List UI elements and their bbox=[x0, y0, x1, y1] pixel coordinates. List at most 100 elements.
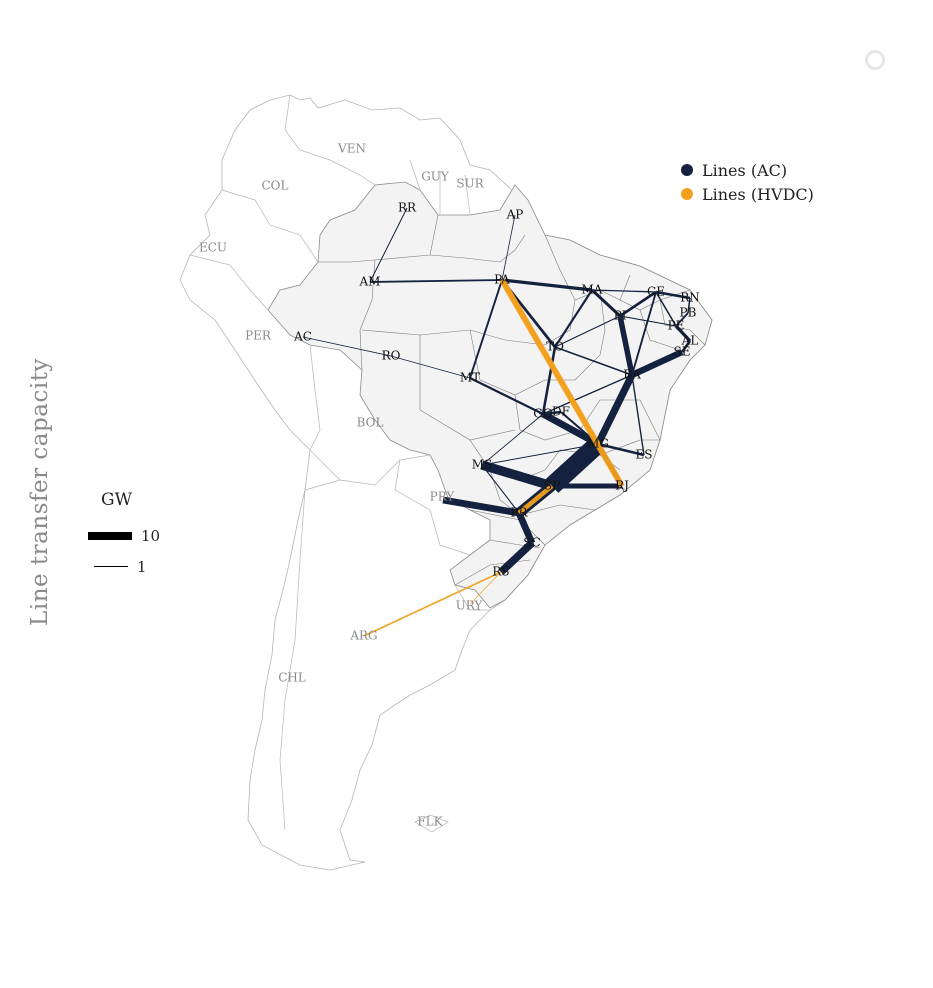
ac-line-ce-rn bbox=[655, 290, 691, 300]
node-label-rn: RN bbox=[680, 291, 700, 305]
ac-line-pb-pe bbox=[675, 312, 689, 327]
ac-line-ma-pi bbox=[590, 288, 622, 318]
node-label-pi: PI bbox=[614, 309, 627, 323]
legend-label-hvdc: Lines (HVDC) bbox=[702, 184, 814, 204]
hvdc-line-pa-mg bbox=[500, 279, 600, 445]
node-label-ba: BA bbox=[623, 368, 641, 382]
node-label-df: DF bbox=[552, 405, 570, 419]
node-label-rr: RR bbox=[398, 201, 417, 215]
color-legend: Lines (AC) Lines (HVDC) bbox=[676, 158, 814, 206]
country-label-ury: URY bbox=[456, 599, 484, 613]
legend-entry-ac: Lines (AC) bbox=[676, 158, 814, 182]
node-label-ac: AC bbox=[293, 330, 312, 344]
legend-entry-hvdc: Lines (HVDC) bbox=[676, 182, 814, 206]
node-label-go: GO bbox=[533, 407, 553, 421]
ac-line-to-go bbox=[541, 346, 557, 415]
hvdc-line-pr-sp bbox=[517, 484, 554, 515]
circle-outline-icon bbox=[865, 50, 885, 70]
width-legend-label-1: 1 bbox=[137, 557, 147, 576]
ac-line-pr-sc bbox=[515, 511, 536, 545]
ac-line-ce-ba bbox=[631, 291, 657, 376]
country-borders bbox=[189, 94, 490, 833]
node-label-mt: MT bbox=[460, 371, 480, 385]
ac-line-ap-pa bbox=[501, 214, 516, 281]
node-label-pa: PA bbox=[494, 273, 510, 287]
ac-line-se-ba bbox=[630, 349, 684, 378]
country-label-bol: BOL bbox=[357, 416, 384, 430]
country-label-pry: PRY bbox=[430, 490, 456, 504]
ac-line-am-pa bbox=[369, 279, 503, 283]
node-label-ap: AP bbox=[506, 208, 524, 222]
ac-line-ma-to bbox=[554, 289, 593, 348]
node-label-ma: MA bbox=[582, 283, 603, 297]
ac-line-ms-pr bbox=[481, 464, 520, 514]
ac-line-ce-pe bbox=[655, 291, 677, 327]
hvdc-dot-icon bbox=[681, 188, 693, 200]
ac-dot-icon bbox=[681, 164, 693, 176]
country-label-col: COL bbox=[262, 179, 289, 193]
map-title: Line transfer capacity bbox=[27, 358, 53, 626]
width-legend-label-10: 10 bbox=[141, 526, 161, 545]
country-label-flk: FLK bbox=[417, 815, 443, 829]
node-label-es: ES bbox=[636, 448, 653, 462]
ac-line-mg-es bbox=[597, 442, 645, 457]
node-label-sc: SC bbox=[523, 536, 540, 550]
node-label-al: AL bbox=[681, 334, 699, 348]
node-label-ms: MS bbox=[472, 458, 493, 472]
ac-line-mt-go bbox=[469, 377, 544, 415]
country-label-chl: CHL bbox=[278, 671, 306, 685]
width-legend-entry-1: 1 bbox=[88, 551, 160, 582]
node-label-to: TO bbox=[546, 340, 564, 354]
width-bar-10 bbox=[88, 531, 132, 540]
node-label-rs: RS bbox=[492, 565, 509, 579]
width-legend-entry-10: 10 bbox=[88, 520, 160, 551]
ac-line-sc-rs bbox=[498, 540, 535, 575]
country-labels-layer: VEN GUY SUR COL ECU PER BOL PRY URY ARG CHL FLK bbox=[199, 142, 485, 829]
ac-line-ac-ro bbox=[302, 336, 392, 357]
brazil-shape bbox=[267, 181, 713, 609]
ac-line-ma-ce bbox=[591, 289, 657, 293]
ac-line-go-ms bbox=[481, 413, 544, 466]
ac-line-ro-mt bbox=[390, 355, 471, 379]
ac-line-go-mg bbox=[541, 411, 600, 447]
country-label-ecu: ECU bbox=[199, 241, 227, 255]
ac-line-rn-pb bbox=[687, 297, 691, 314]
ac-line-pry-pr bbox=[442, 496, 520, 517]
land-layer bbox=[179, 94, 713, 871]
width-legend-unit: GW bbox=[101, 490, 133, 510]
node-label-pe: PE bbox=[668, 319, 685, 333]
node-label-sp: SP bbox=[544, 479, 560, 493]
node-label-ce: CE bbox=[647, 285, 665, 299]
ac-line-pa-ma bbox=[501, 278, 593, 292]
country-label-arg: ARG bbox=[349, 629, 377, 643]
ac-line-rr-am bbox=[369, 207, 408, 283]
node-label-pr: PR bbox=[510, 506, 528, 520]
ac-line-mg-sp bbox=[545, 437, 605, 493]
node-label-ro: RO bbox=[382, 349, 401, 363]
country-label-per: PER bbox=[245, 329, 272, 343]
hvdc-lines-layer bbox=[363, 278, 625, 637]
width-bar-1 bbox=[94, 566, 128, 567]
ac-line-pa-mt bbox=[469, 279, 503, 379]
hvdc-line-rs-arg bbox=[363, 571, 502, 637]
legend-label-ac: Lines (AC) bbox=[702, 160, 788, 180]
ac-line-ba-es bbox=[631, 374, 645, 456]
ac-line-ms-sp bbox=[480, 460, 554, 491]
ac-line-pi-ce bbox=[619, 290, 657, 318]
ac-line-ba-go bbox=[542, 374, 633, 415]
hvdc-line-rs-ury bbox=[469, 571, 502, 605]
ac-line-pe-al bbox=[674, 324, 692, 343]
node-label-pb: PB bbox=[680, 306, 697, 320]
node-label-rj: RJ bbox=[615, 479, 629, 493]
ac-line-ba-mg bbox=[594, 373, 636, 446]
ac-line-pi-ba bbox=[617, 315, 635, 376]
node-label-am: AM bbox=[359, 275, 381, 289]
country-label-guy: GUY bbox=[421, 170, 450, 184]
ac-line-ms-mg bbox=[481, 443, 599, 466]
node-label-se: SE bbox=[674, 345, 691, 359]
width-legend: GW 10 1 bbox=[88, 490, 160, 582]
country-label-sur: SUR bbox=[456, 177, 484, 191]
country-label-ven: VEN bbox=[337, 142, 366, 156]
